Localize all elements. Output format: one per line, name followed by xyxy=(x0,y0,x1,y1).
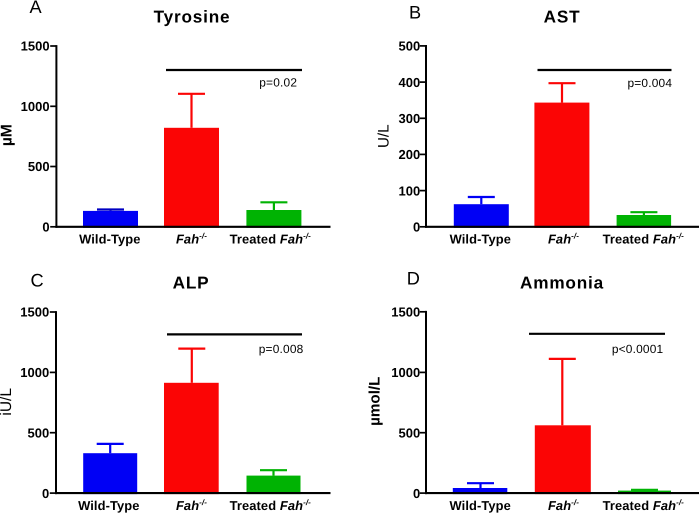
svg-text:p=0.02: p=0.02 xyxy=(259,76,297,90)
svg-text:AST: AST xyxy=(544,6,581,26)
svg-text:1000: 1000 xyxy=(20,365,49,380)
svg-text:Wild-Type: Wild-Type xyxy=(78,498,139,513)
svg-text:0: 0 xyxy=(42,486,49,501)
svg-text:500: 500 xyxy=(27,425,49,440)
svg-text:Treated Fah-/-: Treated Fah-/- xyxy=(603,498,685,513)
svg-text:ALP: ALP xyxy=(173,272,210,292)
svg-text:Treated Fah-/-: Treated Fah-/- xyxy=(603,232,685,247)
svg-text:Ammonia: Ammonia xyxy=(520,272,604,292)
svg-text:100: 100 xyxy=(398,183,420,198)
svg-text:1000: 1000 xyxy=(391,365,420,380)
svg-text:A: A xyxy=(30,0,43,17)
svg-text:200: 200 xyxy=(398,147,420,162)
svg-text:Fah-/-: Fah-/- xyxy=(176,498,207,513)
svg-text:C: C xyxy=(31,271,44,291)
svg-text:0: 0 xyxy=(413,486,420,501)
svg-text:Wild-Type: Wild-Type xyxy=(450,232,511,247)
svg-text:Tyrosine: Tyrosine xyxy=(154,6,231,26)
svg-text:1500: 1500 xyxy=(20,305,49,320)
svg-text:Fah-/-: Fah-/- xyxy=(548,498,579,513)
svg-text:0: 0 xyxy=(413,220,420,235)
svg-text:500: 500 xyxy=(28,159,50,174)
svg-text:D: D xyxy=(407,268,420,288)
svg-text:p<0.0001: p<0.0001 xyxy=(612,342,664,356)
svg-text:Fah-/-: Fah-/- xyxy=(176,232,207,247)
svg-text:p=0.004: p=0.004 xyxy=(627,76,672,90)
svg-text:Treated Fah-/-: Treated Fah-/- xyxy=(230,498,312,513)
svg-text:U/L: U/L xyxy=(375,124,392,148)
svg-text:Treated Fah-/-: Treated Fah-/- xyxy=(230,232,312,247)
svg-text:1500: 1500 xyxy=(391,305,420,320)
svg-text:1500: 1500 xyxy=(21,39,50,54)
svg-text:B: B xyxy=(409,2,421,22)
svg-text:Wild-Type: Wild-Type xyxy=(449,498,510,513)
svg-text:300: 300 xyxy=(398,111,420,126)
svg-text:µmol/L: µmol/L xyxy=(367,377,384,426)
svg-text:500: 500 xyxy=(398,39,420,54)
svg-text:500: 500 xyxy=(398,425,420,440)
svg-text:400: 400 xyxy=(398,75,420,90)
svg-text:p=0.008: p=0.008 xyxy=(259,342,304,356)
svg-text:µM: µM xyxy=(0,124,16,146)
svg-text:Wild-Type: Wild-Type xyxy=(79,232,140,247)
svg-text:Fah-/-: Fah-/- xyxy=(548,232,579,247)
svg-text:1000: 1000 xyxy=(21,99,50,114)
svg-text:iU/L: iU/L xyxy=(0,388,15,416)
svg-text:0: 0 xyxy=(42,220,49,235)
